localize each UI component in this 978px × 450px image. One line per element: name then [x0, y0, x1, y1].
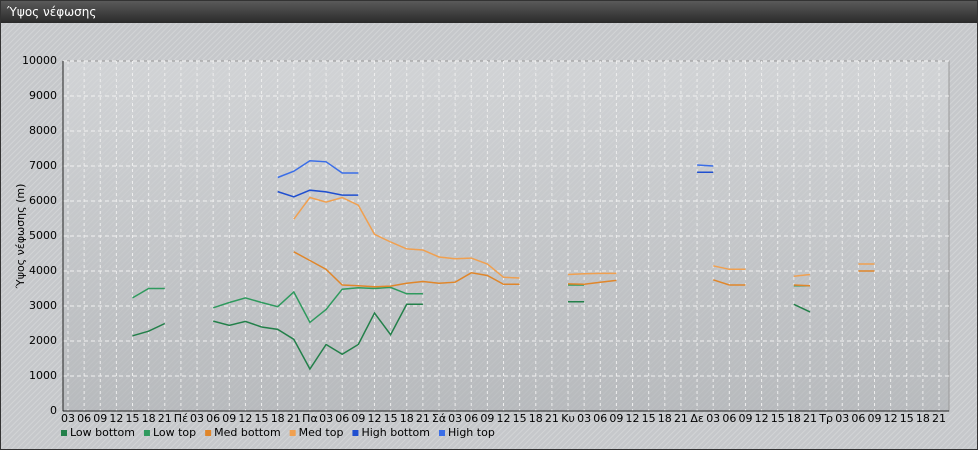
- x-tick-label: 12: [109, 412, 123, 425]
- title-bar: Ύψος νέφωσης: [1, 1, 977, 23]
- x-tick-label: 03: [448, 412, 462, 425]
- x-tick-label: Πα: [302, 412, 318, 425]
- x-tick-label: 12: [367, 412, 381, 425]
- x-tick-label: 06: [722, 412, 736, 425]
- x-tick-label: 03: [835, 412, 849, 425]
- x-tick-label: 06: [335, 412, 349, 425]
- y-tick-label: 8000: [29, 124, 57, 137]
- legend-swatch: [205, 430, 212, 436]
- x-tick-label: 09: [868, 412, 882, 425]
- x-tick-label: Τρ: [818, 412, 833, 425]
- x-tick-label: 15: [771, 412, 785, 425]
- x-tick-label: 06: [77, 412, 91, 425]
- x-tick-label: 15: [642, 412, 656, 425]
- legend-label: High bottom: [361, 426, 430, 439]
- x-tick-label: 21: [545, 412, 559, 425]
- x-tick-label: 18: [529, 412, 543, 425]
- legend-label: Low bottom: [70, 426, 135, 439]
- x-tick-label: 06: [464, 412, 478, 425]
- y-tick-label: 0: [50, 404, 57, 417]
- legend-label: Med top: [299, 426, 344, 439]
- series-line: [132, 301, 811, 371]
- legend-label: Med bottom: [214, 426, 281, 439]
- x-tick-label: 09: [93, 412, 107, 425]
- x-tick-label: 12: [238, 412, 252, 425]
- x-tick-label: 12: [497, 412, 511, 425]
- y-tick-label: 1000: [29, 369, 57, 382]
- y-tick-label: 4000: [29, 264, 57, 277]
- x-tick-label: 09: [480, 412, 494, 425]
- x-tick-label: 21: [416, 412, 430, 425]
- x-tick-label: 18: [787, 412, 801, 425]
- x-tick-label: 21: [674, 412, 688, 425]
- x-tick-label: 18: [142, 412, 156, 425]
- x-tick-label: 12: [884, 412, 898, 425]
- y-tick-label: 5000: [29, 229, 57, 242]
- series-line: [293, 196, 875, 279]
- x-tick-label: 12: [755, 412, 769, 425]
- y-tick-label: 3000: [29, 299, 57, 312]
- x-tick-label: 03: [61, 412, 75, 425]
- x-tick-label: 06: [593, 412, 607, 425]
- x-tick-label: 15: [126, 412, 140, 425]
- series-line: [277, 160, 714, 179]
- y-axis-label: Ύψος νέφωσης (m): [14, 184, 27, 290]
- series-line: [277, 171, 714, 198]
- x-tick-label: 03: [319, 412, 333, 425]
- x-tick-label: 15: [513, 412, 527, 425]
- x-tick-label: 21: [158, 412, 172, 425]
- series-line: [132, 284, 810, 324]
- x-tick-label: 15: [384, 412, 398, 425]
- legend-swatch: [61, 430, 67, 436]
- x-tick-label: 06: [206, 412, 220, 425]
- x-tick-label: Κυ: [561, 412, 575, 425]
- legend-swatch: [439, 430, 445, 436]
- x-tick-label: 18: [916, 412, 930, 425]
- x-tick-label: 21: [803, 412, 817, 425]
- y-tick-label: 6000: [29, 194, 57, 207]
- x-tick-label: 09: [738, 412, 752, 425]
- x-tick-label: 03: [190, 412, 204, 425]
- x-tick-label: 15: [900, 412, 914, 425]
- x-tick-label: 06: [851, 412, 865, 425]
- y-tick-label: 7000: [29, 159, 57, 172]
- x-tick-label: 03: [706, 412, 720, 425]
- x-tick-label: Σά: [432, 412, 446, 425]
- legend-label: Low top: [153, 426, 196, 439]
- y-tick-label: 2000: [29, 334, 57, 347]
- legend-swatch: [143, 430, 150, 436]
- x-tick-label: 21: [287, 412, 301, 425]
- x-tick-label: 09: [351, 412, 365, 425]
- x-tick-label: 09: [609, 412, 623, 425]
- y-tick-label: 10000: [22, 54, 57, 67]
- x-tick-label: 18: [400, 412, 414, 425]
- x-tick-label: 21: [932, 412, 946, 425]
- legend-label: High top: [448, 426, 495, 439]
- series-line: [293, 251, 875, 288]
- chart: Ύψος νέφωσης (m) 0 1000 2000 3000 4000 5000 60…: [1, 23, 977, 449]
- x-tick-label: 09: [222, 412, 236, 425]
- x-tick-label: Δε: [690, 412, 704, 425]
- y-tick-label: 9000: [29, 89, 57, 102]
- x-tick-label: 18: [271, 412, 285, 425]
- x-tick-label: 12: [626, 412, 640, 425]
- x-tick-label: 18: [658, 412, 672, 425]
- legend-swatch: [289, 430, 296, 436]
- x-tick-label: Πέ: [174, 412, 188, 425]
- x-tick-label: 15: [255, 412, 269, 425]
- legend-swatch: [352, 430, 359, 436]
- x-tick-label: 03: [577, 412, 591, 425]
